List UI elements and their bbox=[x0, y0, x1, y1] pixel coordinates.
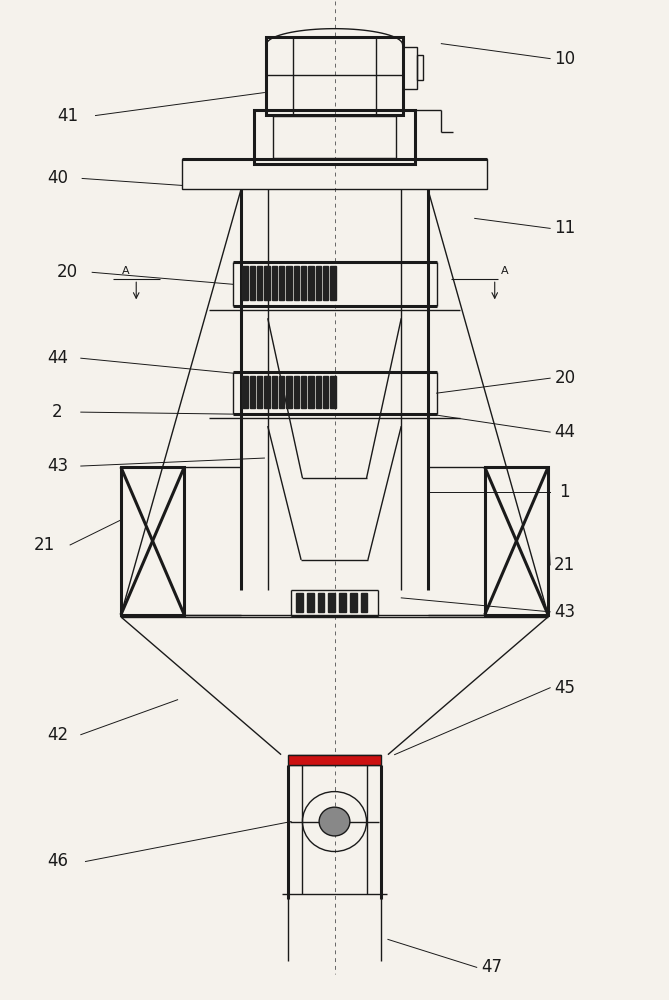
Text: 43: 43 bbox=[554, 603, 575, 621]
Bar bbox=[264, 376, 270, 408]
Bar bbox=[316, 266, 321, 300]
Text: A: A bbox=[122, 266, 130, 276]
Text: 40: 40 bbox=[47, 169, 68, 187]
Bar bbox=[294, 266, 299, 300]
Bar bbox=[350, 593, 357, 612]
Bar bbox=[182, 159, 487, 189]
Bar bbox=[288, 755, 381, 765]
Bar bbox=[301, 376, 306, 408]
Bar bbox=[257, 266, 262, 300]
Bar bbox=[286, 266, 292, 300]
Bar bbox=[316, 376, 321, 408]
Bar bbox=[330, 266, 336, 300]
Bar bbox=[417, 55, 423, 80]
Text: 43: 43 bbox=[47, 457, 68, 475]
Bar bbox=[242, 376, 248, 408]
Text: 1: 1 bbox=[559, 483, 570, 501]
Bar bbox=[264, 266, 270, 300]
Bar bbox=[339, 593, 346, 612]
Text: 20: 20 bbox=[57, 263, 78, 281]
Text: 41: 41 bbox=[57, 107, 78, 125]
Text: 20: 20 bbox=[554, 369, 575, 387]
Text: 10: 10 bbox=[554, 50, 575, 68]
Bar bbox=[266, 37, 403, 115]
Bar bbox=[330, 376, 336, 408]
Text: 11: 11 bbox=[554, 219, 575, 237]
Bar bbox=[301, 266, 306, 300]
Bar bbox=[272, 376, 277, 408]
Bar bbox=[273, 116, 396, 158]
Bar bbox=[242, 266, 248, 300]
Text: 46: 46 bbox=[47, 852, 68, 870]
Bar bbox=[323, 266, 328, 300]
Bar bbox=[403, 47, 417, 89]
Text: 45: 45 bbox=[555, 679, 575, 697]
Bar bbox=[308, 266, 314, 300]
Text: 47: 47 bbox=[481, 958, 502, 976]
Text: 2: 2 bbox=[52, 403, 63, 421]
Bar bbox=[308, 376, 314, 408]
Text: 44: 44 bbox=[555, 423, 575, 441]
Ellipse shape bbox=[319, 807, 350, 836]
Bar bbox=[272, 266, 277, 300]
Bar bbox=[286, 376, 292, 408]
Bar bbox=[279, 376, 284, 408]
Bar bbox=[323, 376, 328, 408]
Text: 21: 21 bbox=[554, 556, 575, 574]
Bar bbox=[361, 593, 367, 612]
Bar bbox=[254, 110, 415, 164]
Bar bbox=[294, 376, 299, 408]
Bar bbox=[121, 467, 184, 615]
Bar bbox=[257, 376, 262, 408]
Text: A: A bbox=[501, 266, 508, 276]
Bar bbox=[250, 266, 255, 300]
Bar bbox=[307, 593, 314, 612]
Bar bbox=[318, 593, 324, 612]
Bar bbox=[485, 467, 548, 615]
Bar bbox=[250, 376, 255, 408]
Bar bbox=[328, 593, 335, 612]
Bar bbox=[279, 266, 284, 300]
Bar bbox=[296, 593, 303, 612]
Text: 44: 44 bbox=[47, 349, 68, 367]
Text: 42: 42 bbox=[47, 726, 68, 744]
Text: 21: 21 bbox=[33, 536, 55, 554]
